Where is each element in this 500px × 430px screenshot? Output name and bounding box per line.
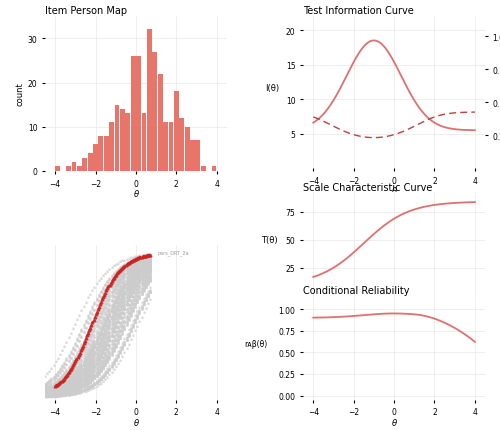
Bar — [142, 114, 146, 172]
Bar — [88, 154, 92, 172]
Legend: information, SE: information, SE — [342, 229, 446, 244]
Bar — [93, 145, 98, 172]
Bar — [180, 119, 184, 172]
Y-axis label: count: count — [16, 83, 25, 106]
Bar — [163, 123, 168, 172]
Bar — [190, 141, 195, 172]
Bar — [158, 74, 162, 172]
Bar — [184, 127, 190, 172]
Bar — [168, 123, 173, 172]
Bar — [174, 92, 178, 172]
Bar — [77, 167, 82, 172]
Bar — [114, 105, 119, 172]
Bar — [131, 57, 136, 172]
Bar — [66, 167, 71, 172]
X-axis label: θ: θ — [134, 418, 138, 427]
Bar — [98, 136, 103, 172]
Y-axis label: rᴀβ(θ): rᴀβ(θ) — [244, 339, 268, 348]
Bar — [212, 167, 216, 172]
Text: Item Person Map: Item Person Map — [45, 6, 127, 16]
Text: Scale Characteristic Curve: Scale Characteristic Curve — [303, 182, 432, 192]
X-axis label: θ: θ — [392, 314, 396, 323]
Text: Test Information Curve: Test Information Curve — [303, 6, 414, 16]
Bar — [120, 110, 125, 172]
Bar — [104, 136, 108, 172]
Bar — [152, 52, 157, 172]
Bar — [56, 167, 60, 172]
Bar — [72, 163, 76, 172]
Bar — [196, 141, 200, 172]
Text: pars_DRT_2a: pars_DRT_2a — [158, 250, 190, 256]
Bar — [147, 31, 152, 172]
Bar — [126, 114, 130, 172]
Y-axis label: I(θ): I(θ) — [265, 84, 279, 93]
Text: Conditional Reliability: Conditional Reliability — [303, 286, 410, 296]
Bar — [82, 158, 87, 172]
Bar — [136, 57, 141, 172]
Bar — [110, 123, 114, 172]
X-axis label: θ: θ — [392, 418, 396, 427]
Bar — [201, 167, 205, 172]
Y-axis label: T(θ): T(θ) — [261, 236, 278, 245]
X-axis label: θ: θ — [392, 187, 396, 196]
X-axis label: θ: θ — [134, 190, 138, 199]
